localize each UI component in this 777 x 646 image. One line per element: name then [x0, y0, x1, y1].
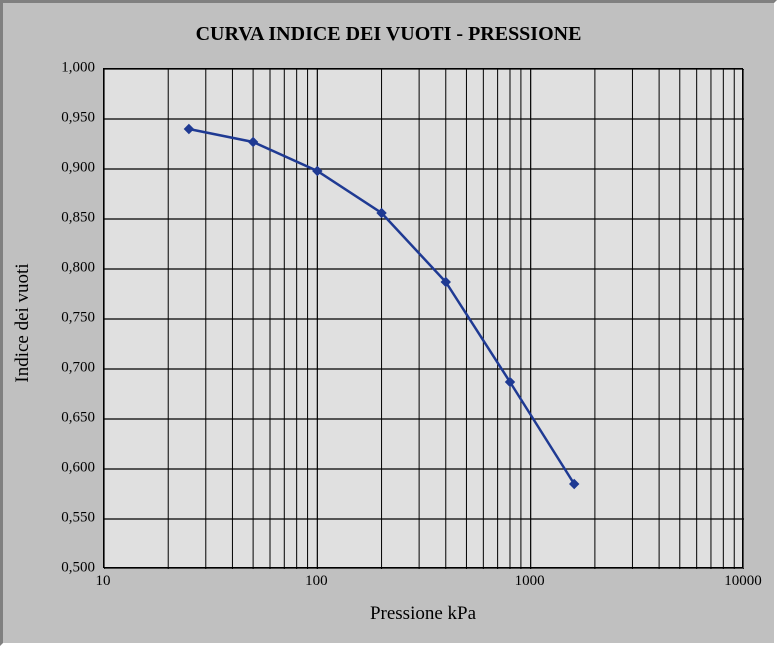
x-tick-label: 10000	[724, 573, 762, 590]
chart-panel: CURVA INDICE DEI VUOTI - PRESSIONE Indic…	[0, 0, 777, 646]
data-marker	[184, 125, 193, 134]
y-tick-label: 0,900	[35, 160, 95, 177]
y-tick-label: 0,550	[35, 510, 95, 527]
y-tick-label: 1,000	[35, 60, 95, 77]
y-tick-label: 0,750	[35, 310, 95, 327]
y-tick-label: 0,600	[35, 460, 95, 477]
y-tick-label: 0,500	[35, 560, 95, 577]
y-tick-label: 0,850	[35, 210, 95, 227]
x-tick-label: 10	[96, 573, 111, 590]
plot-svg	[104, 69, 744, 569]
x-tick-label: 1000	[515, 573, 545, 590]
plot-area	[103, 68, 743, 568]
y-tick-label: 0,650	[35, 410, 95, 427]
chart-title: CURVA INDICE DEI VUOTI - PRESSIONE	[3, 23, 774, 46]
plot-wrap: 0,5000,5500,6000,6500,7000,7500,8000,850…	[103, 68, 743, 568]
y-tick-label: 0,800	[35, 260, 95, 277]
x-axis-label: Pressione kPa	[103, 603, 743, 625]
x-tick-label: 100	[305, 573, 328, 590]
data-marker	[249, 138, 258, 147]
y-tick-label: 0,700	[35, 360, 95, 377]
y-axis-label: Indice dei vuoti	[12, 263, 34, 382]
y-tick-label: 0,950	[35, 110, 95, 127]
